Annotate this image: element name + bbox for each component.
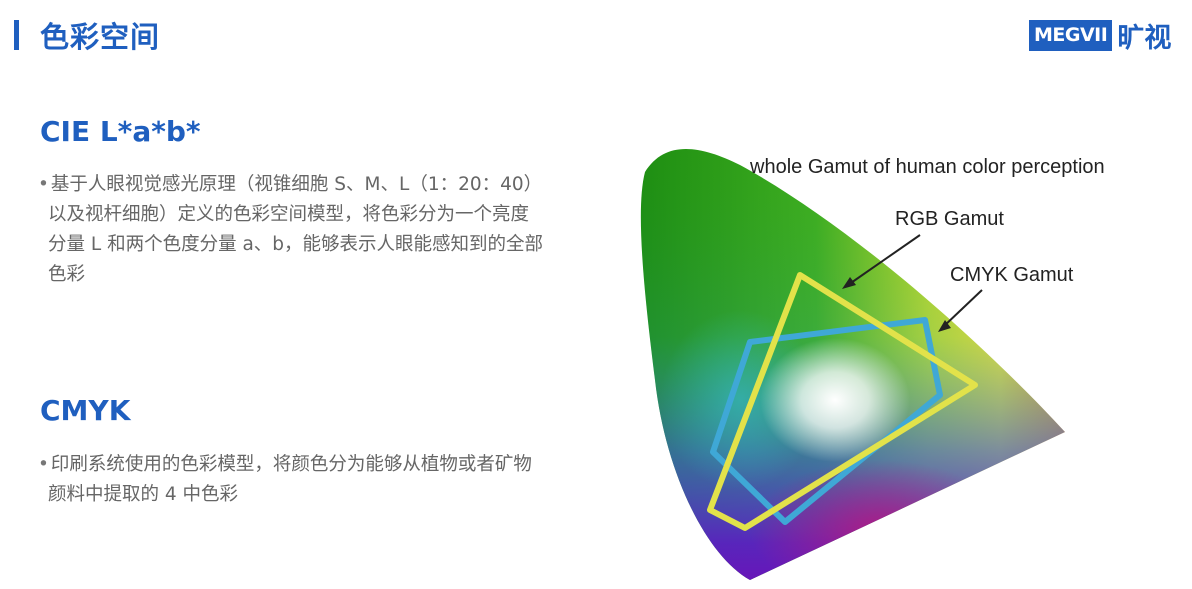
body-line: 颜料中提取的 4 中色彩 [48, 484, 239, 505]
body-line: • 印刷系统使用的色彩模型，将颜色分为能够从植物或者矿物 [38, 454, 532, 475]
body-line: 分量 L 和两个色度分量 a、b，能够表示人眼能感知到的全部 [48, 234, 544, 255]
page-title: 色彩空间 [40, 20, 161, 54]
gamut-svg: whole Gamut of human color perception RG… [640, 148, 1105, 581]
section-heading-cielab: CIE L*a*b* [40, 115, 201, 148]
megvii-logo: MEGVII 旷视 [1029, 19, 1172, 54]
logo-chinese: 旷视 [1117, 23, 1172, 54]
section-body-cmyk: • 印刷系统使用的色彩模型，将颜色分为能够从植物或者矿物 颜料中提取的 4 中色彩 [38, 450, 532, 510]
chromaticity-diagram [640, 148, 1066, 581]
bullet: • [38, 454, 49, 475]
title-accent-bar [14, 20, 19, 50]
rgb-gamut-outline [707, 272, 978, 531]
cmyk-pointer-arrow [938, 289, 983, 332]
section-body-cielab: • 基于人眼视觉感光原理（视锥细胞 S、M、L（1：20：40） 以及视杆细胞）定… [38, 170, 543, 290]
gamut-diagram: whole Gamut of human color perception RG… [620, 130, 1180, 589]
body-line: 以及视杆细胞）定义的色彩空间模型，将色彩分为一个亮度 [48, 204, 530, 225]
logo-brand: MEGVII [1029, 20, 1113, 51]
body-line: 色彩 [48, 264, 86, 285]
cmyk-gamut-outline [710, 317, 943, 525]
rgb-pointer-arrow [842, 234, 921, 289]
bullet: • [38, 174, 49, 195]
rgb-gamut-label: RGB Gamut [895, 208, 1004, 230]
cmyk-gamut-label: CMYK Gamut [950, 264, 1074, 286]
whole-gamut-label: whole Gamut of human color perception [749, 156, 1105, 178]
section-heading-cmyk: CMYK [40, 394, 131, 427]
body-line: • 基于人眼视觉感光原理（视锥细胞 S、M、L（1：20：40） [38, 174, 543, 195]
